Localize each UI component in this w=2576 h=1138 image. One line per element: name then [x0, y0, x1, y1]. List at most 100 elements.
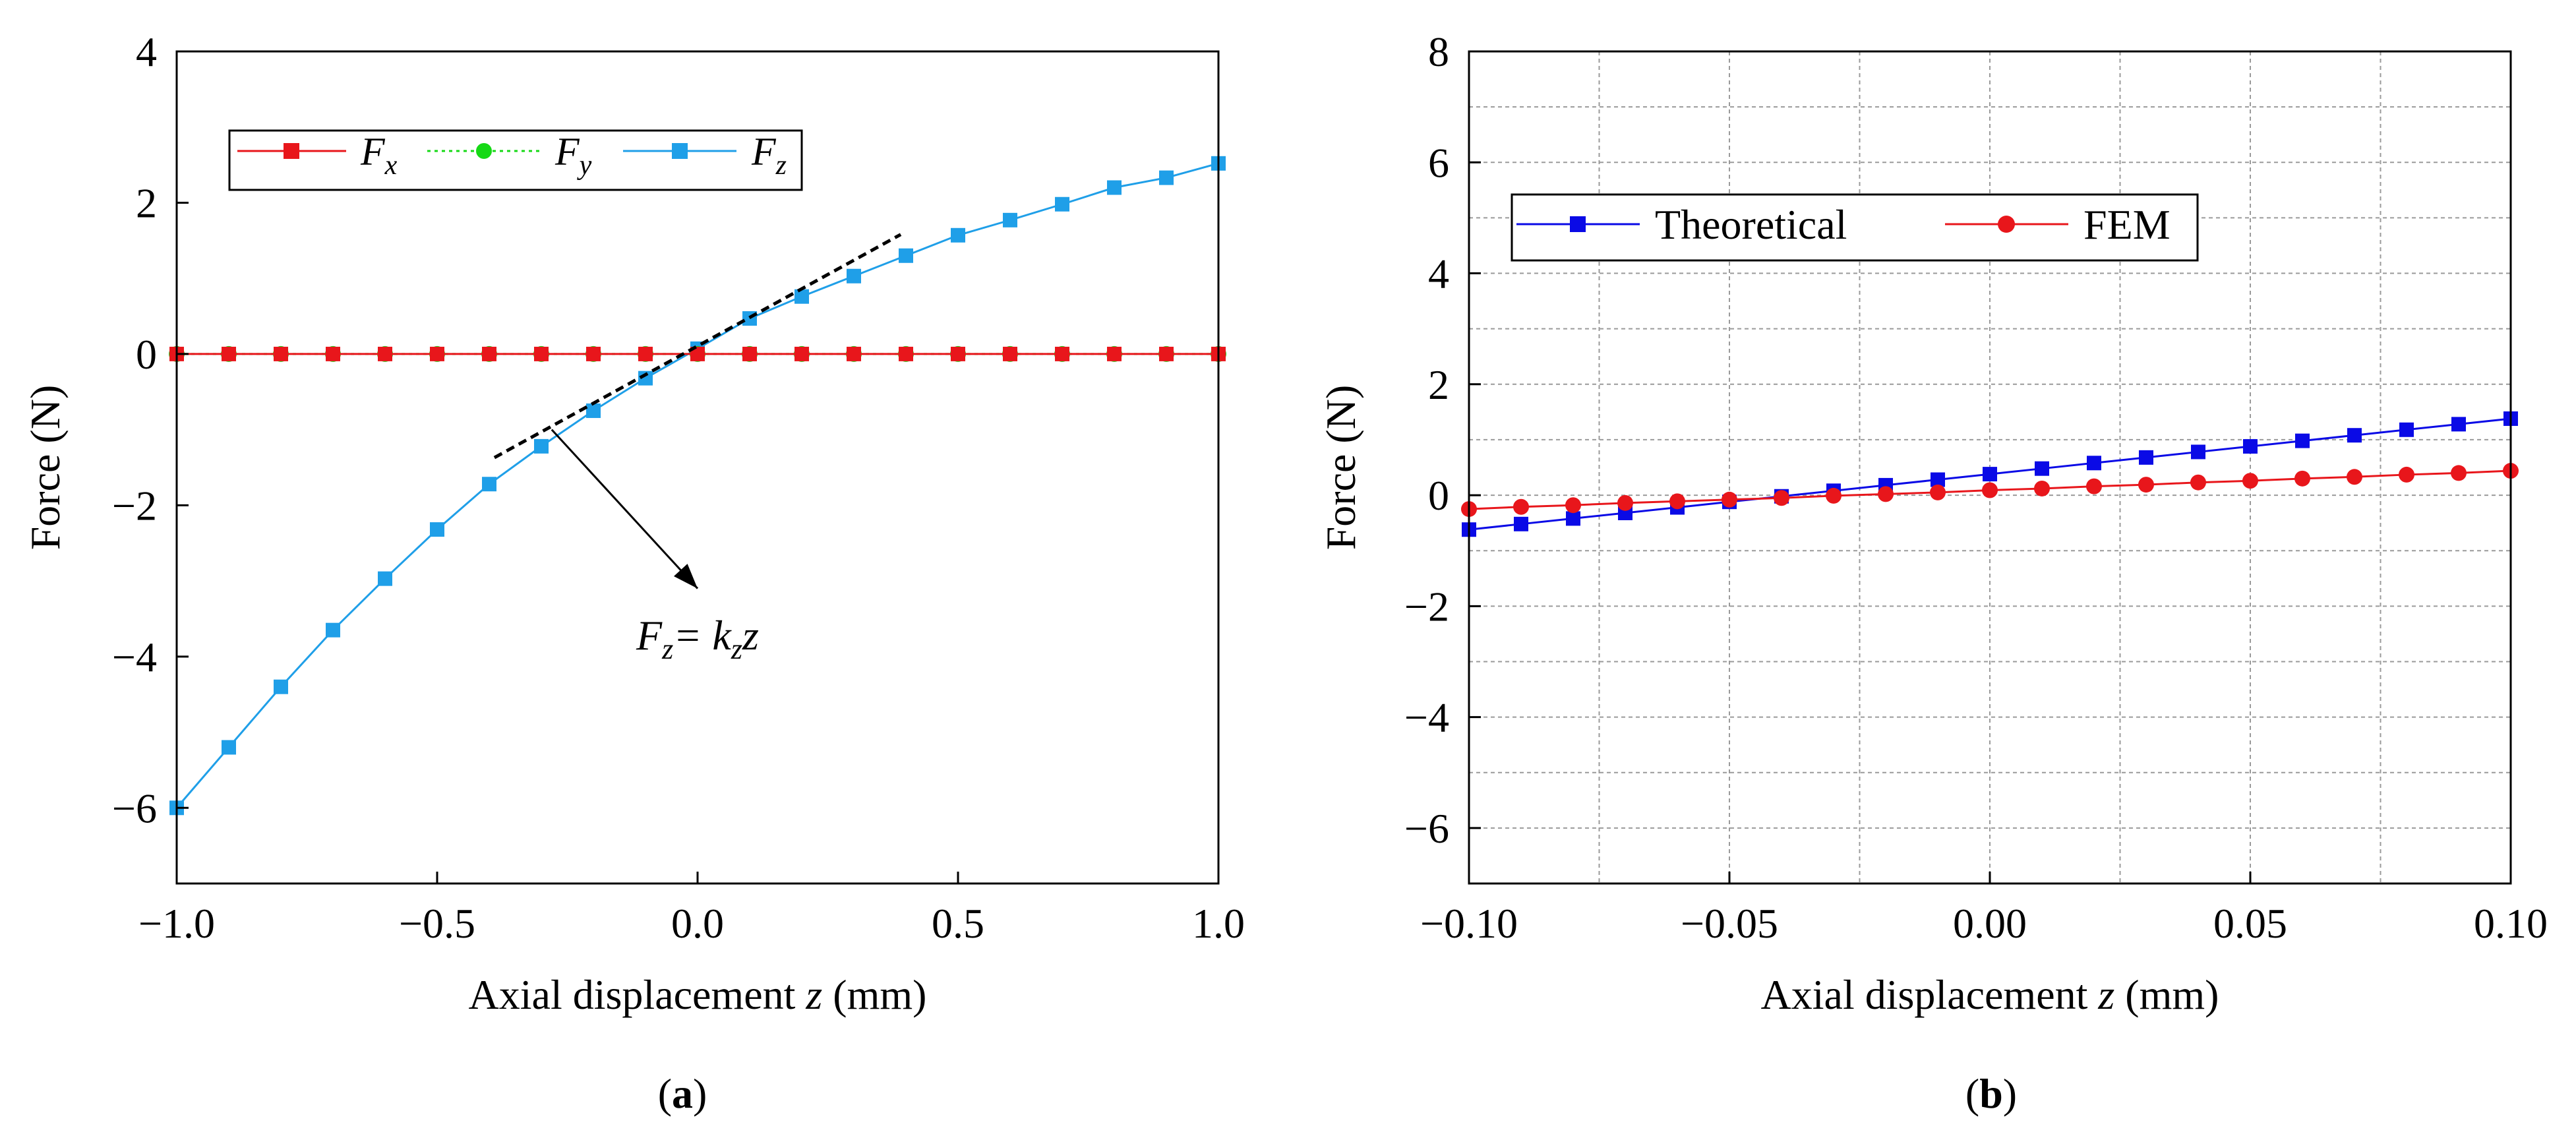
data-point-fem — [1930, 484, 1946, 500]
data-point-fx — [638, 346, 653, 361]
data-point-fem — [1669, 493, 1685, 510]
data-point-fem — [2242, 473, 2258, 489]
data-point-fx — [899, 346, 913, 361]
data-point-theoretical — [2451, 417, 2466, 432]
y-tick-label: 4 — [136, 28, 157, 75]
panel-a-x-axis-title: Axial displacement z (mm) — [469, 971, 927, 1018]
data-point-theoretical — [2139, 450, 2153, 465]
data-point-fx — [1055, 346, 1069, 361]
y-tick-label: −6 — [112, 785, 157, 831]
data-point-fem — [1617, 494, 1633, 511]
y-tick-label: 8 — [1428, 28, 1449, 75]
data-point-fz — [899, 248, 913, 263]
data-point-fem — [1826, 487, 1842, 504]
data-point-fz — [1107, 180, 1122, 195]
data-point-fem — [2190, 474, 2206, 491]
annotation-arrow-head — [673, 564, 698, 589]
data-point-fz — [794, 289, 809, 304]
data-point-fx — [378, 346, 392, 361]
data-point-fem — [1774, 490, 1789, 506]
panel-a-caption: (a) — [658, 1070, 707, 1117]
data-point-fx — [222, 346, 236, 361]
data-point-fem — [1722, 491, 1737, 508]
data-point-fem — [2086, 478, 2102, 494]
data-point-fx — [1159, 346, 1174, 361]
annotation-arrow-shaft — [551, 429, 699, 589]
data-point-theoretical — [2399, 422, 2414, 437]
data-point-fz — [1003, 212, 1017, 227]
data-point-fem — [1878, 486, 1894, 502]
data-point-fz — [951, 227, 965, 243]
legend-fy-marker — [476, 143, 492, 159]
x-tick-label: 0.5 — [932, 900, 984, 947]
data-point-theoretical — [2087, 456, 2101, 471]
data-point-fx — [742, 346, 757, 361]
y-tick-label: −4 — [112, 634, 157, 680]
data-point-theoretical — [2243, 439, 2258, 454]
data-point-fem — [1513, 498, 1529, 515]
panel-b-x-ticks: −0.10 −0.05 0.00 0.05 0.10 — [1420, 872, 2548, 947]
legend-fx-marker — [284, 143, 299, 159]
legend-fx-label: Fx — [360, 130, 398, 181]
y-tick-label: 2 — [136, 179, 157, 226]
x-tick-label: −0.10 — [1420, 900, 1518, 947]
panel-a-legend-box — [228, 129, 803, 191]
data-point-theoretical — [2035, 461, 2049, 476]
tangent-line — [493, 233, 902, 460]
x-tick-label: −1.0 — [138, 900, 215, 947]
panel-b-marks — [1461, 411, 2519, 537]
panel-a-x-ticks: −1.0 −0.5 0.0 0.5 1.0 — [138, 872, 1245, 947]
data-point-fem — [2399, 466, 2414, 483]
data-point-fz — [1055, 196, 1069, 212]
data-point-fem — [2451, 465, 2467, 481]
data-point-fem — [1982, 482, 1998, 498]
data-point-fz — [430, 522, 444, 537]
data-point-fx — [326, 346, 340, 361]
panel-b-caption: (b) — [1965, 1070, 2017, 1117]
panel-b-x-axis-title: Axial displacement z (mm) — [1761, 971, 2219, 1018]
x-tick-label: −0.5 — [399, 900, 475, 947]
data-point-fz — [482, 477, 496, 492]
legend-fy-label: Fy — [554, 130, 592, 181]
data-point-theoretical — [1566, 511, 1580, 526]
x-tick-label: 0.05 — [2213, 900, 2287, 947]
chart-panel-b: −0.10 −0.05 0.00 0.05 0.10 −6 −4 −2 0 2 4 6 8 Theor… — [1317, 28, 2548, 1117]
data-point-fx — [586, 346, 601, 361]
panel-b-legend-box — [1511, 193, 2199, 262]
data-point-fz — [847, 268, 861, 284]
data-point-fx — [1003, 346, 1017, 361]
data-point-theoretical — [2295, 433, 2310, 448]
x-tick-label: 0.00 — [1953, 900, 2027, 947]
panel-a-y-axis-title: Force (N) — [22, 385, 69, 551]
data-point-fz — [638, 371, 653, 386]
data-point-fx — [794, 346, 809, 361]
data-point-fem — [2034, 480, 2050, 496]
legend-theoretical-marker — [1570, 216, 1586, 232]
data-point-fz — [378, 571, 392, 586]
data-point-theoretical — [2191, 444, 2205, 460]
data-point-fem — [2138, 477, 2154, 493]
y-tick-label: −2 — [1404, 583, 1449, 630]
data-point-fx — [1107, 346, 1122, 361]
data-point-fx — [690, 346, 705, 361]
x-tick-label: 0.10 — [2474, 900, 2548, 947]
y-tick-label: 4 — [1428, 251, 1449, 297]
data-point-fem — [2294, 470, 2310, 487]
data-point-fx — [482, 346, 496, 361]
data-point-fz — [586, 403, 601, 418]
panel-a-y-ticks: −6 −4 −2 0 2 4 — [112, 28, 189, 831]
data-point-theoretical — [1931, 472, 1945, 487]
panel-a-equation-label: Fz= kzz — [636, 612, 759, 665]
x-tick-label: 0.0 — [671, 900, 724, 947]
data-point-theoretical — [1514, 516, 1528, 531]
data-point-fx — [847, 346, 861, 361]
data-point-fem — [2347, 469, 2362, 485]
data-point-fz — [274, 679, 288, 694]
data-point-fem — [1565, 497, 1581, 514]
panel-b-y-axis-title: Force (N) — [1317, 385, 1364, 551]
legend-fz-marker — [672, 143, 688, 159]
panel-a-legend: Fx Fy Fz — [228, 129, 803, 191]
panel-a-marks — [169, 156, 1226, 816]
x-tick-label: −0.05 — [1681, 900, 1778, 947]
